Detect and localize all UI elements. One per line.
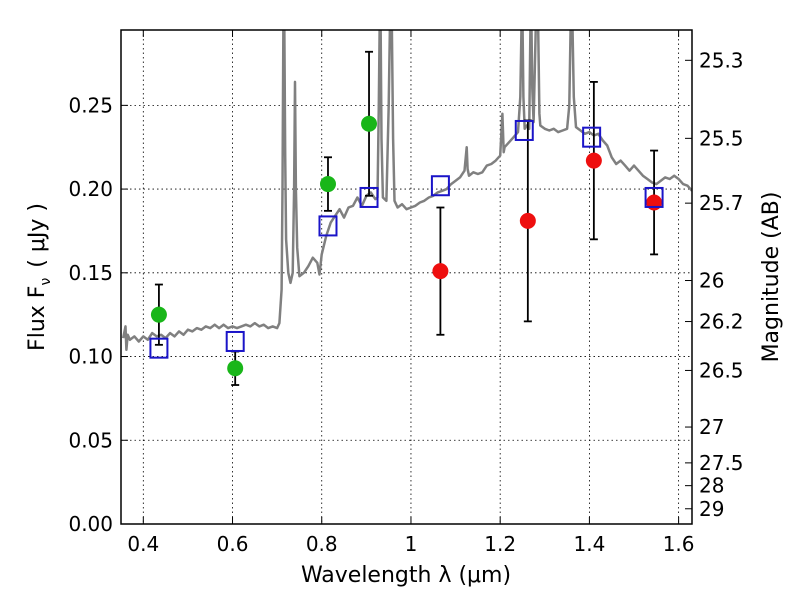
blue-square-point — [225, 330, 245, 352]
y2-tick-label: 26.2 — [699, 310, 744, 334]
y2-tick-label: 25.5 — [699, 126, 744, 150]
green-circle-point — [361, 115, 378, 132]
y2-tick-label: 27 — [699, 415, 724, 439]
green-circle-point — [150, 306, 167, 323]
x-tick-label: 1.6 — [663, 532, 695, 556]
x-axis-label: Wavelength λ (μm) — [301, 563, 511, 588]
x-tick-label: 0.8 — [306, 532, 338, 556]
y2-tick-label: 25.7 — [699, 191, 744, 215]
x-tick-label: 1.4 — [573, 532, 605, 556]
axis-ticks: 0.4 0.6 0.8 1 1.2 1.4 1.6 0.00 0.05 0.10 0.15 0.20 0… — [68, 30, 744, 556]
green-circle-point — [227, 360, 244, 377]
data-points — [149, 115, 664, 377]
green-circle-point — [319, 176, 336, 193]
x-tick-label: 1 — [405, 532, 418, 556]
y2-tick-label: 26.5 — [699, 358, 744, 382]
error-bars — [154, 50, 659, 386]
model-spectrum-line — [121, 30, 692, 352]
y-axis-label-main: Flux F — [25, 286, 50, 351]
y-tick-label: 0.15 — [68, 261, 113, 285]
red-circle-point — [646, 194, 663, 211]
grid — [121, 30, 692, 525]
y2-tick-label: 29 — [699, 497, 724, 521]
y-tick-label: 0.25 — [68, 93, 113, 117]
y-tick-label: 0.00 — [68, 512, 113, 536]
y2-tick-label: 27.5 — [699, 451, 744, 475]
red-circle-point — [432, 263, 449, 280]
y2-axis-label: Magnitude (AB) — [759, 192, 784, 363]
blue-square-point — [582, 126, 602, 148]
blue-square-point — [644, 186, 664, 208]
model-spectrum — [121, 30, 692, 352]
plot-frame — [120, 29, 693, 525]
y-tick-label: 0.05 — [68, 428, 113, 452]
y2-tick-label: 25.3 — [699, 48, 744, 72]
y-tick-label: 0.10 — [68, 345, 113, 369]
y2-tick-label: 28 — [699, 474, 724, 498]
y2-tick-label: 26 — [699, 269, 724, 293]
y-tick-label: 0.20 — [68, 177, 113, 201]
blue-square-point — [430, 175, 450, 197]
blue-square-point — [318, 215, 338, 237]
blue-square-point — [359, 186, 379, 208]
red-circle-point — [585, 152, 602, 169]
x-tick-label: 0.4 — [127, 532, 159, 556]
blue-square-point — [514, 119, 534, 141]
x-tick-label: 1.2 — [484, 532, 516, 556]
blue-square-point — [149, 337, 169, 359]
y-axis-label-unit: ( μJy ) — [25, 203, 50, 268]
red-circle-point — [519, 212, 536, 229]
x-tick-label: 0.6 — [217, 532, 249, 556]
y-axis-label-sub: ν — [38, 278, 54, 286]
y-axis-label: Flux Fν ( μJy ) — [25, 203, 54, 351]
